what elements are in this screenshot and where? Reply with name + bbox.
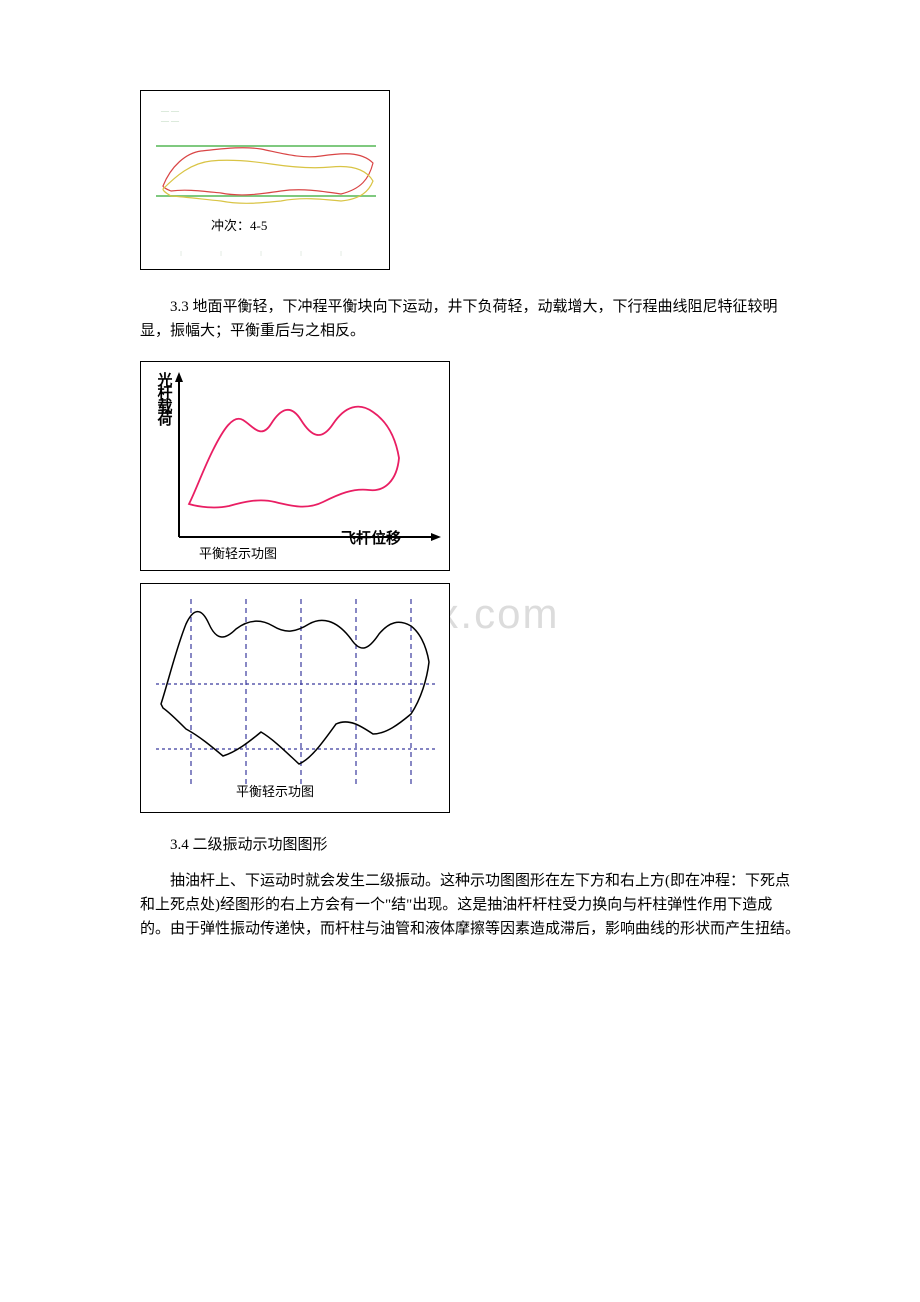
- fig3-svg: [141, 584, 451, 814]
- fig3-grid: [156, 599, 436, 784]
- fig2-xarrow: [431, 533, 441, 541]
- fig1-ticks: [181, 251, 341, 256]
- fig1-caption: 冲次：4-5: [211, 215, 267, 234]
- paragraph-3-4: 抽油杆上、下运动时就会发生二级振动。这种示功图图形在左下方和右上方(即在冲程：下…: [140, 869, 800, 941]
- fig2-yarrow: [175, 372, 183, 382]
- fig1-svg: — — — —: [141, 91, 391, 271]
- paragraph-3-3: 3.3 地面平衡轻，下冲程平衡块向下运动，井下负荷轻，动载增大，下行程曲线阻尼特…: [140, 295, 800, 343]
- fig3-caption: 平衡轻示功图: [236, 781, 314, 800]
- fig2-caption: 平衡轻示功图: [199, 543, 277, 562]
- fig3-curve: [161, 612, 429, 764]
- figure-3: 平衡轻示功图: [140, 583, 450, 813]
- fig2-xlabel: 飞杆位移: [341, 527, 401, 548]
- fig2-curve: [189, 407, 399, 508]
- fig1-red-curve: [163, 148, 373, 195]
- fig1-legend2: — —: [160, 116, 180, 125]
- figure-1: — — — — 冲次：4-5: [140, 90, 390, 270]
- fig1-legend1: — —: [160, 106, 180, 115]
- figure-2: 光杆载荷 飞杆位移 平衡轻示功图: [140, 361, 450, 571]
- fig2-svg: [141, 362, 451, 572]
- heading-3-4: 3.4 二级振动示功图图形: [140, 833, 800, 857]
